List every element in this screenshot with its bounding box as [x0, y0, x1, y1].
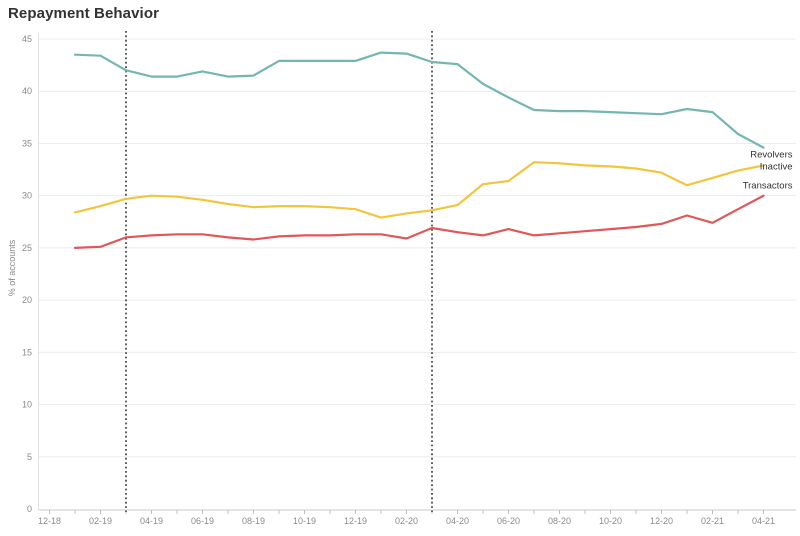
y-tick-label: 35	[22, 138, 32, 148]
series-line-inactive[interactable]	[73, 161, 765, 219]
y-tick-label: 10	[22, 400, 32, 410]
y-tick-label: 20	[22, 295, 32, 305]
y-tick-label: 15	[22, 347, 32, 357]
y-tick-label: 45	[22, 34, 32, 44]
y-tick-label: 40	[22, 86, 32, 96]
x-tick-label: 06-20	[497, 516, 520, 526]
y-tick-label: 5	[27, 452, 32, 462]
series-end-label-inactive: Inactive	[760, 161, 793, 172]
y-tick-label: 30	[22, 191, 32, 201]
x-tick-label: 10-20	[599, 516, 622, 526]
series-end-label-revolvers: Revolvers	[750, 150, 792, 161]
x-tick-label: 02-21	[701, 516, 724, 526]
y-axis-title: % of accounts	[7, 239, 17, 296]
x-tick-label: 08-19	[242, 516, 265, 526]
x-tick-label: 04-19	[140, 516, 163, 526]
chart-title: Repayment Behavior	[8, 5, 160, 22]
series-line-revolvers[interactable]	[73, 51, 765, 149]
series-line-transactors[interactable]	[73, 194, 765, 249]
x-tick-label: 12-19	[344, 516, 367, 526]
x-tick-label: 02-20	[395, 516, 418, 526]
x-tick-label: 12-20	[650, 516, 673, 526]
series-end-label-transactors: Transactors	[743, 181, 793, 192]
x-tick-label: 04-20	[446, 516, 469, 526]
x-tick-label: 12-18	[38, 516, 61, 526]
x-tick-label: 06-19	[191, 516, 214, 526]
x-tick-label: 10-19	[293, 516, 316, 526]
x-tick-label: 02-19	[89, 516, 112, 526]
y-tick-label: 25	[22, 243, 32, 253]
y-tick-label: 0	[27, 504, 32, 514]
x-tick-label: 04-21	[752, 516, 775, 526]
x-tick-label: 08-20	[548, 516, 571, 526]
